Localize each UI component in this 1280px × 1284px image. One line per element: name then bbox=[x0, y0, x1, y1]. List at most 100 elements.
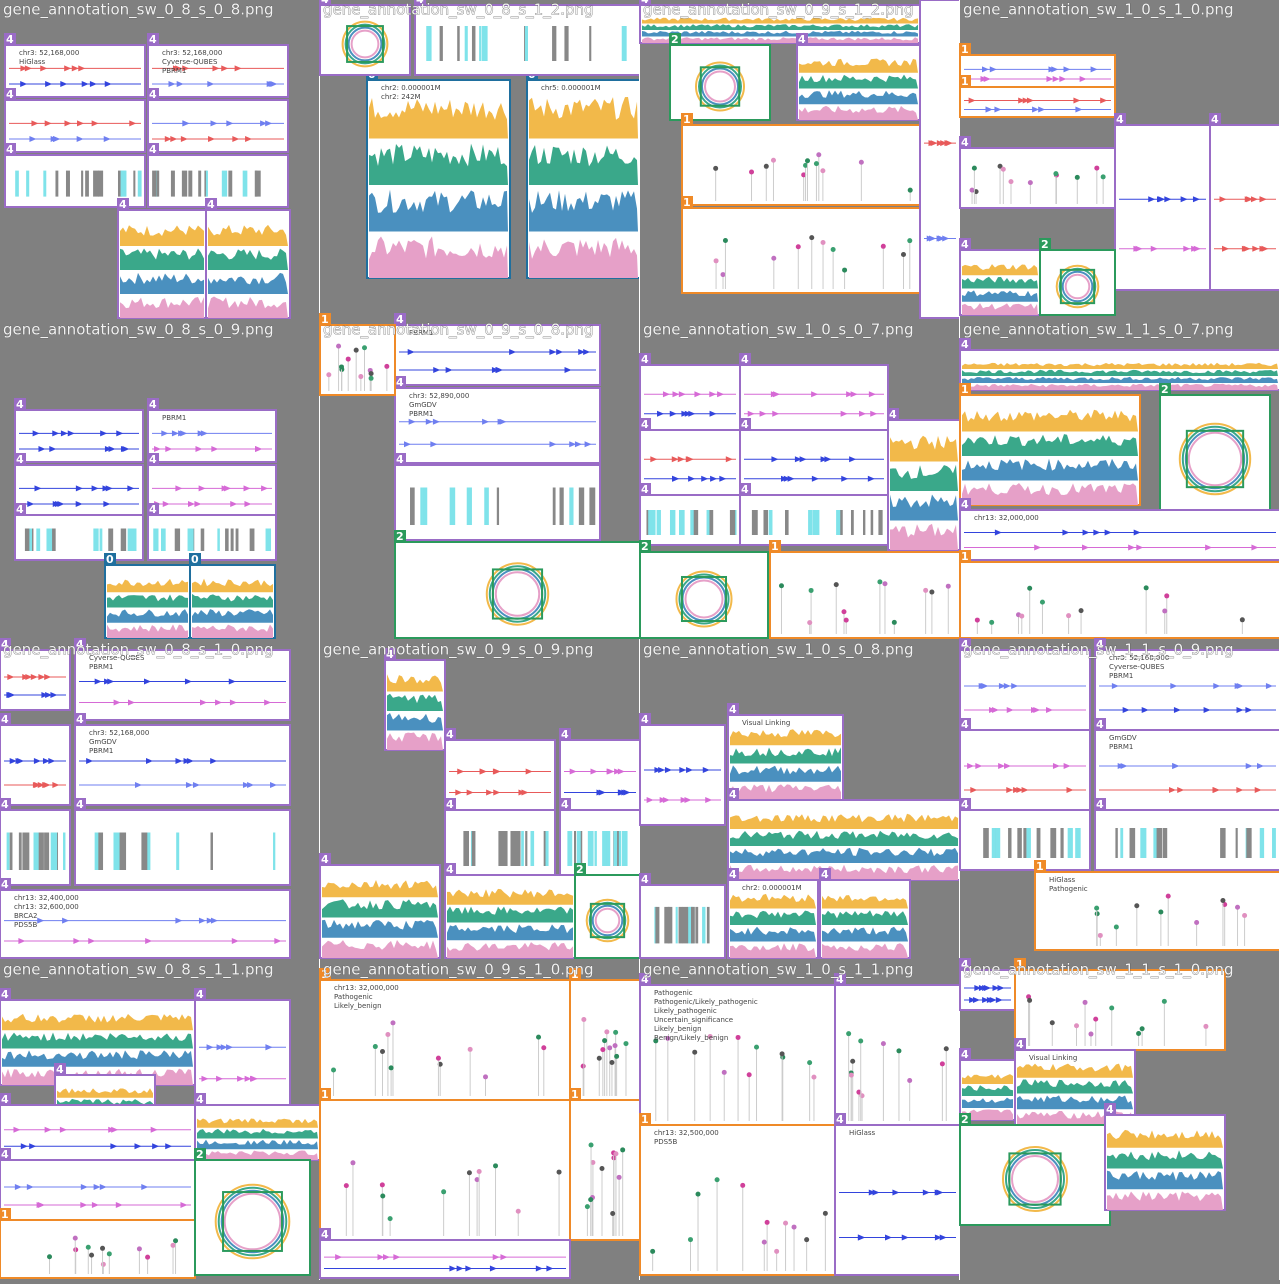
gene-arrow bbox=[982, 66, 990, 73]
badge: 4 bbox=[889, 408, 897, 421]
gene-arrow bbox=[710, 475, 718, 482]
lollipop bbox=[1109, 1005, 1115, 1011]
bar-band bbox=[589, 26, 592, 61]
panel: 1 bbox=[569, 968, 641, 1101]
gene-arrow bbox=[93, 1184, 101, 1190]
badge: 2 bbox=[396, 530, 404, 543]
bar-band bbox=[15, 170, 19, 197]
gene-arrow bbox=[688, 475, 696, 482]
badge: 1 bbox=[961, 43, 969, 56]
panel: 4 bbox=[959, 136, 1116, 209]
gene-arrow bbox=[407, 349, 415, 355]
panel: 0 bbox=[104, 553, 191, 639]
badge: 4 bbox=[729, 703, 737, 716]
gene-arrow bbox=[1219, 196, 1227, 203]
gene-arrow bbox=[1177, 787, 1185, 793]
badge: 4 bbox=[396, 376, 404, 389]
badge-bg bbox=[727, 703, 739, 716]
lollipop bbox=[907, 238, 913, 244]
panel: 4 bbox=[959, 1048, 1016, 1121]
bar-band bbox=[225, 528, 229, 551]
ring bbox=[695, 61, 745, 112]
gene-arrow bbox=[29, 1143, 37, 1150]
lollipop bbox=[820, 168, 826, 174]
panel-bg bbox=[147, 99, 289, 153]
lollipop bbox=[620, 1147, 626, 1153]
gene-arrow bbox=[1148, 196, 1156, 203]
gene-arrow bbox=[936, 235, 944, 242]
tile-title: gene_annotation_sw_0_9_s_0_8.png bbox=[323, 321, 594, 340]
area-track bbox=[730, 813, 958, 829]
bar-band bbox=[94, 832, 99, 870]
bar-band bbox=[457, 26, 460, 61]
area-track bbox=[962, 303, 1038, 315]
panel-label: HiGlass bbox=[849, 1129, 876, 1137]
badge: 4 bbox=[1, 878, 9, 891]
bar-band bbox=[189, 528, 194, 551]
gene-arrow bbox=[1038, 106, 1046, 113]
gene-arrow bbox=[678, 391, 686, 398]
gene-arrow bbox=[250, 1075, 258, 1082]
badge-bg bbox=[919, 0, 931, 1]
bar-band bbox=[594, 831, 597, 866]
panel-label: PDS5B bbox=[654, 1138, 678, 1146]
ring bbox=[344, 23, 386, 65]
bar-band bbox=[273, 832, 276, 870]
gene-arrow bbox=[247, 782, 255, 788]
panel: 4 bbox=[394, 453, 601, 541]
gene-arrow bbox=[194, 501, 202, 507]
bar-band bbox=[156, 170, 160, 197]
panel: 4 bbox=[959, 798, 1091, 871]
panel-bg bbox=[1114, 124, 1211, 291]
gene-arrow bbox=[180, 136, 188, 142]
lollipop bbox=[842, 267, 848, 273]
bar-band bbox=[693, 510, 699, 535]
lollipop bbox=[820, 240, 826, 246]
lollipop bbox=[754, 1044, 760, 1050]
bar-band bbox=[1023, 828, 1027, 858]
tile-title: gene_annotation_sw_0_8_s_0_9.png bbox=[3, 321, 274, 340]
gene-arrow bbox=[9, 758, 17, 764]
gene-arrow bbox=[939, 1234, 947, 1241]
badge: 2 bbox=[641, 540, 649, 553]
ring bbox=[704, 70, 736, 103]
badge: 4 bbox=[196, 1093, 204, 1106]
tile: 4 Visual Linking 4 4 4 chr2: 0.000001M 4 4 gene_… bbox=[639, 640, 961, 960]
lollipop bbox=[791, 1224, 797, 1230]
gene-arrow bbox=[255, 446, 263, 452]
lollipop bbox=[809, 235, 815, 241]
badge: 4 bbox=[207, 198, 215, 211]
panel: 1 bbox=[1014, 958, 1226, 1051]
badge-bg bbox=[769, 540, 781, 553]
gene-arrow bbox=[1011, 683, 1019, 689]
badge-bg bbox=[959, 958, 971, 971]
panel: 4 bbox=[0, 1148, 196, 1221]
gene-arrow bbox=[265, 120, 273, 127]
lollipop bbox=[435, 1055, 441, 1061]
lollipop bbox=[388, 1065, 394, 1071]
tile-title: gene_annotation_sw_1_0_s_0_8.png bbox=[643, 641, 914, 660]
badge: 0 bbox=[191, 553, 199, 566]
gene-arrow bbox=[872, 1189, 880, 1196]
lollipop bbox=[1203, 1023, 1209, 1029]
bar-band bbox=[204, 170, 207, 197]
gene-arrow bbox=[198, 917, 206, 924]
badge: 4 bbox=[836, 973, 844, 986]
bar-band bbox=[181, 170, 188, 197]
gene-arrow bbox=[705, 797, 713, 803]
lollipop bbox=[813, 161, 819, 167]
gene-arrow bbox=[245, 136, 253, 142]
bar-band bbox=[1153, 828, 1160, 858]
gene-arrow bbox=[671, 456, 679, 463]
gene-arrow bbox=[934, 1189, 942, 1196]
panel: 2 bbox=[639, 540, 769, 639]
bar-band bbox=[119, 832, 125, 870]
panel-label: GmGDV bbox=[1109, 734, 1137, 742]
gene-arrow bbox=[654, 767, 662, 773]
lollipop bbox=[923, 587, 929, 593]
gene-arrow bbox=[1168, 787, 1176, 793]
lollipop bbox=[588, 1197, 594, 1203]
badge: 4 bbox=[836, 1113, 844, 1126]
